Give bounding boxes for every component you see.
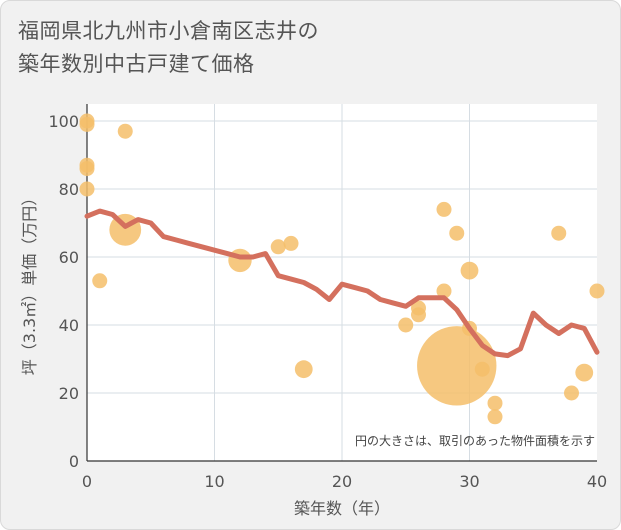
bubble-point	[564, 385, 579, 401]
bubble-point	[79, 116, 95, 132]
bubble-point	[460, 261, 479, 280]
y-tick-label: 40	[59, 316, 79, 335]
bubble-point	[417, 326, 497, 406]
bubble-point	[398, 317, 414, 333]
y-tick-label: 80	[59, 180, 79, 199]
bubble-point	[474, 361, 490, 377]
x-tick-label: 0	[82, 472, 92, 491]
bubble-point	[589, 283, 605, 299]
chart-title-line2: 築年数別中古戸建て価格	[18, 52, 255, 76]
bubble-point	[449, 225, 465, 241]
bubble-point	[487, 409, 503, 425]
x-tick-label: 10	[204, 472, 224, 491]
y-tick-label: 0	[69, 452, 79, 471]
bubble-point	[270, 239, 286, 255]
y-tick-label: 20	[59, 384, 79, 403]
chart-title: 福岡県北九州市小倉南区志井の 築年数別中古戸建て価格	[18, 15, 319, 81]
bubble-point	[551, 225, 567, 241]
y-tick-label: 60	[59, 248, 79, 267]
y-tick-label: 100	[48, 112, 79, 131]
bubble-point	[117, 123, 133, 139]
tick-labels: 0 20 40 60 80 100 0 10 20 30 40	[48, 112, 607, 491]
y-axis-label: 坪（3.3㎡）単価（万円）	[20, 190, 39, 375]
average-price-line	[84, 208, 600, 359]
bubble-point	[294, 360, 313, 379]
bubble-point	[575, 363, 594, 382]
bubble-point	[79, 161, 95, 177]
bubble-series	[79, 113, 605, 425]
grid-lines	[87, 104, 597, 461]
bubble-point	[487, 395, 503, 411]
x-axis-label: 築年数（年）	[294, 499, 390, 518]
bubble-point	[79, 181, 95, 197]
chart-title-line1: 福岡県北九州市小倉南区志井の	[18, 19, 319, 43]
bubble-size-note: 円の大きさは、取引のあった物件面積を示す	[355, 433, 595, 448]
x-tick-label: 40	[587, 472, 607, 491]
x-tick-label: 20	[332, 472, 352, 491]
x-tick-label: 30	[459, 472, 479, 491]
bubble-point	[436, 283, 452, 299]
bubble-point	[411, 300, 426, 316]
bubble-point	[283, 235, 299, 251]
line-series	[84, 208, 600, 359]
bubble-point	[92, 273, 108, 289]
bubble-point	[228, 248, 252, 273]
bubble-point	[436, 201, 452, 217]
